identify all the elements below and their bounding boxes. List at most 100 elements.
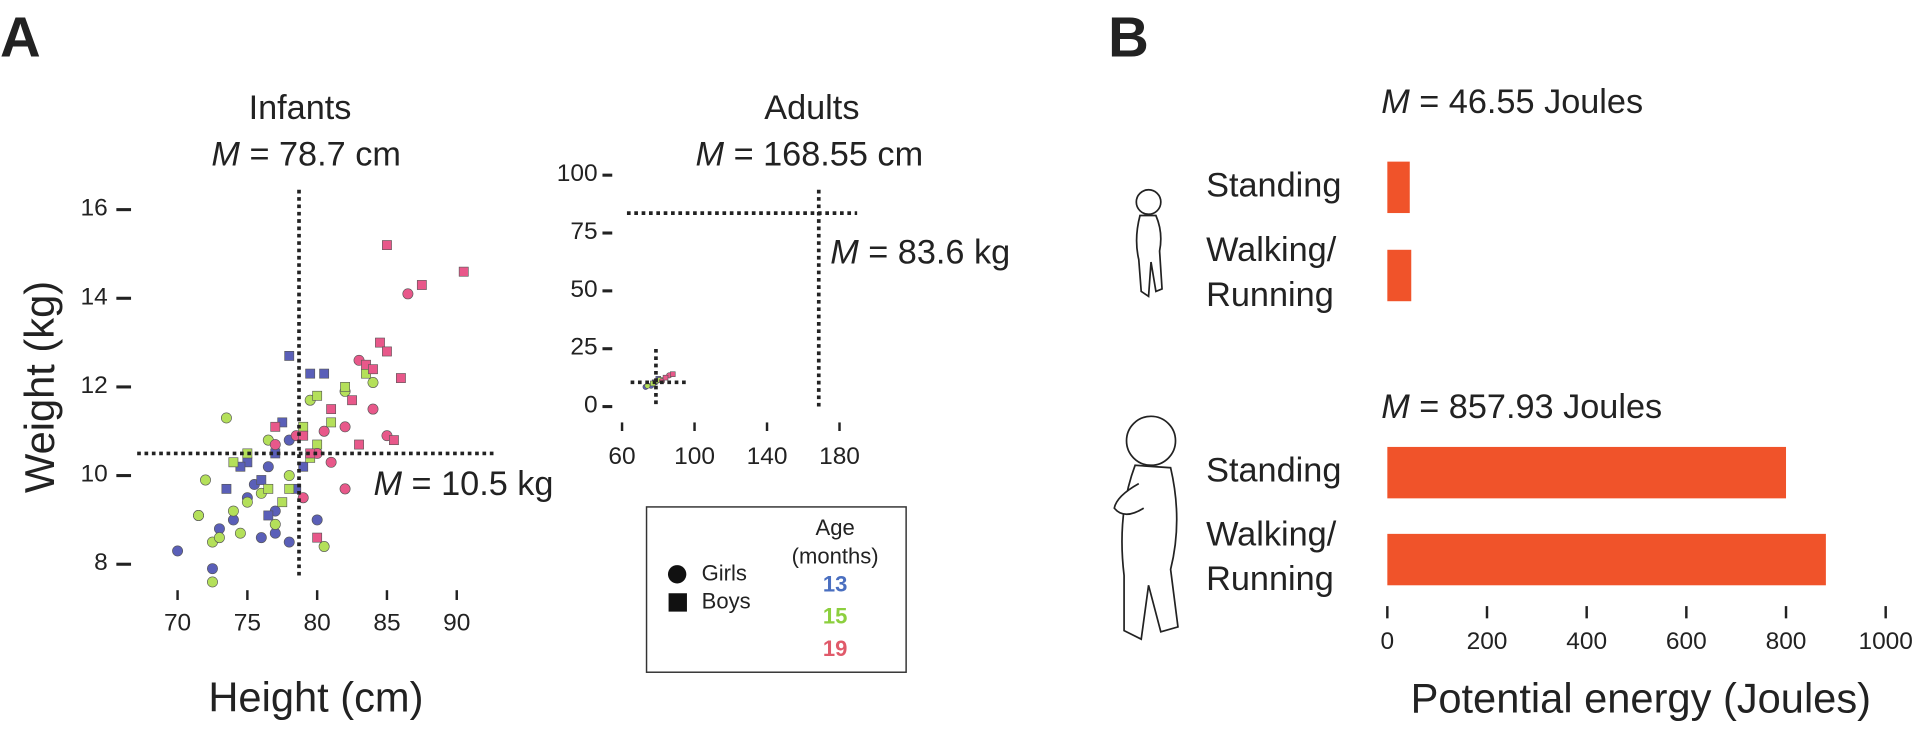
point (326, 404, 337, 414)
point (458, 266, 469, 277)
point (263, 483, 274, 494)
point (270, 421, 281, 432)
point (305, 368, 316, 379)
point (382, 240, 392, 250)
annotation: M = 857.93 Joules (1381, 388, 1662, 426)
legend-label: Girls (702, 560, 747, 585)
point (228, 457, 239, 468)
point (234, 527, 246, 539)
y-axis-label: Weight (kg) (16, 281, 63, 493)
category-label: Standing (1206, 452, 1341, 490)
point (284, 351, 295, 361)
y-tick-label: 75 (570, 218, 597, 245)
point (269, 439, 281, 450)
legend-label: 13 (823, 571, 848, 596)
point (263, 510, 274, 521)
point (284, 483, 295, 494)
annotation: M = 46.55 Joules (1381, 83, 1643, 121)
category-label: Standing (1206, 166, 1341, 204)
bar (1387, 249, 1412, 302)
legend-marker (667, 565, 687, 584)
annotation: M = 168.55 cm (696, 136, 924, 174)
y-tick-label: 12 (81, 372, 108, 399)
y-tick-label: 14 (81, 284, 108, 311)
point (318, 541, 330, 552)
x-tick-label: 85 (373, 610, 400, 637)
x-tick-label: 1000 (1858, 628, 1912, 655)
point (283, 470, 295, 482)
point (172, 545, 184, 557)
x-tick-label: 100 (674, 443, 715, 470)
chart-title: Infants (249, 89, 352, 127)
x-tick-label: 400 (1566, 628, 1607, 655)
point (326, 417, 337, 428)
point (193, 510, 204, 521)
bar (1387, 533, 1826, 586)
legend-label: Boys (702, 588, 751, 613)
legend-title: Age (months) (792, 515, 879, 569)
legend-box (645, 506, 907, 673)
point (339, 483, 351, 495)
point (312, 532, 323, 543)
bar (1387, 161, 1410, 214)
y-tick-label: 16 (81, 195, 108, 222)
x-tick-label: 90 (443, 610, 470, 637)
point (368, 364, 378, 375)
point (312, 390, 323, 401)
point (662, 374, 669, 381)
x-tick-label: 140 (747, 443, 788, 470)
point (367, 403, 379, 415)
legend-marker (668, 593, 687, 612)
point (207, 563, 218, 575)
x-axis-label: Potential energy (Joules) (1411, 675, 1871, 722)
x-tick-label: 60 (608, 443, 635, 470)
point (311, 514, 323, 526)
point (255, 532, 267, 544)
point (269, 518, 281, 530)
point (220, 412, 232, 424)
annotation: M = 83.6 kg (830, 234, 1010, 272)
point (382, 346, 392, 357)
point (312, 439, 323, 450)
panel-label: B (1108, 6, 1149, 69)
x-tick-label: 180 (819, 443, 860, 470)
infant-icon-large (1113, 415, 1179, 641)
point (319, 368, 330, 379)
point (256, 475, 267, 485)
x-axis-label: Height (cm) (208, 673, 423, 720)
x-tick-label: 600 (1666, 628, 1707, 655)
point (375, 337, 385, 348)
y-tick-label: 25 (570, 334, 597, 361)
panel-label: A (0, 6, 41, 69)
y-tick-label: 100 (557, 161, 598, 188)
x-tick-label: 70 (164, 610, 191, 637)
infant-icon-small (1135, 188, 1163, 298)
y-tick-label: 8 (94, 550, 108, 577)
y-tick-label: 50 (570, 276, 597, 303)
point (207, 576, 218, 588)
category-label: Walking/Running (1206, 231, 1337, 314)
category-label: Walking/Running (1206, 515, 1337, 598)
point (318, 425, 330, 437)
point (402, 288, 414, 300)
point (325, 456, 337, 468)
point (214, 532, 225, 544)
point (339, 421, 351, 433)
legend-label: 19 (823, 636, 848, 661)
x-tick-label: 0 (1381, 628, 1395, 655)
x-tick-label: 80 (304, 610, 331, 637)
point (389, 435, 399, 446)
annotation: M = 78.7 cm (211, 136, 401, 174)
point (670, 371, 676, 377)
point (298, 461, 309, 472)
annotation: M = 10.5 kg (373, 465, 553, 503)
point (200, 474, 211, 486)
x-tick-label: 75 (234, 610, 261, 637)
point (340, 382, 350, 392)
point (227, 505, 239, 517)
legend-label: 15 (823, 604, 848, 629)
point (416, 280, 427, 290)
point (396, 373, 406, 383)
x-tick-label: 200 (1467, 628, 1508, 655)
